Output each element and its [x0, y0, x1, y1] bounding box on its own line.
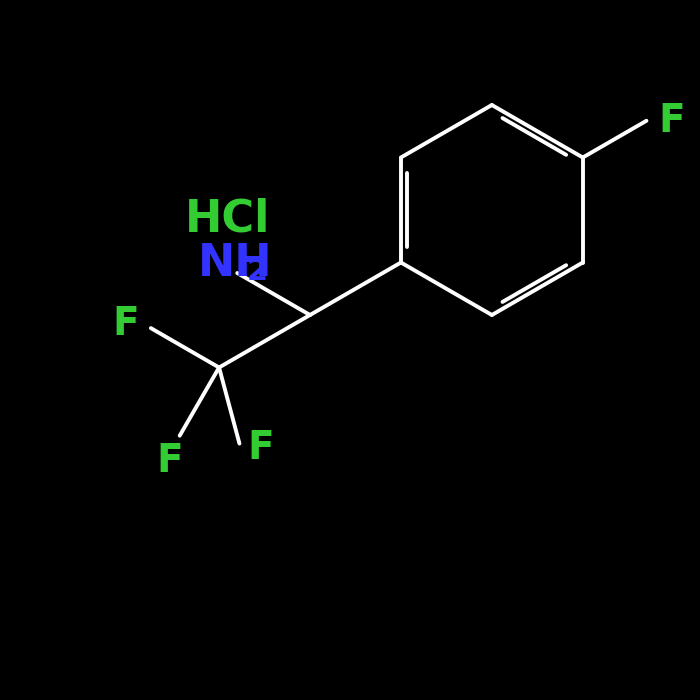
Text: F: F	[112, 305, 139, 343]
Text: F: F	[247, 428, 274, 467]
Text: 2: 2	[246, 256, 268, 286]
Text: F: F	[156, 442, 183, 480]
Text: NH: NH	[198, 241, 272, 284]
Text: F: F	[659, 102, 685, 140]
Text: HCl: HCl	[185, 197, 270, 241]
